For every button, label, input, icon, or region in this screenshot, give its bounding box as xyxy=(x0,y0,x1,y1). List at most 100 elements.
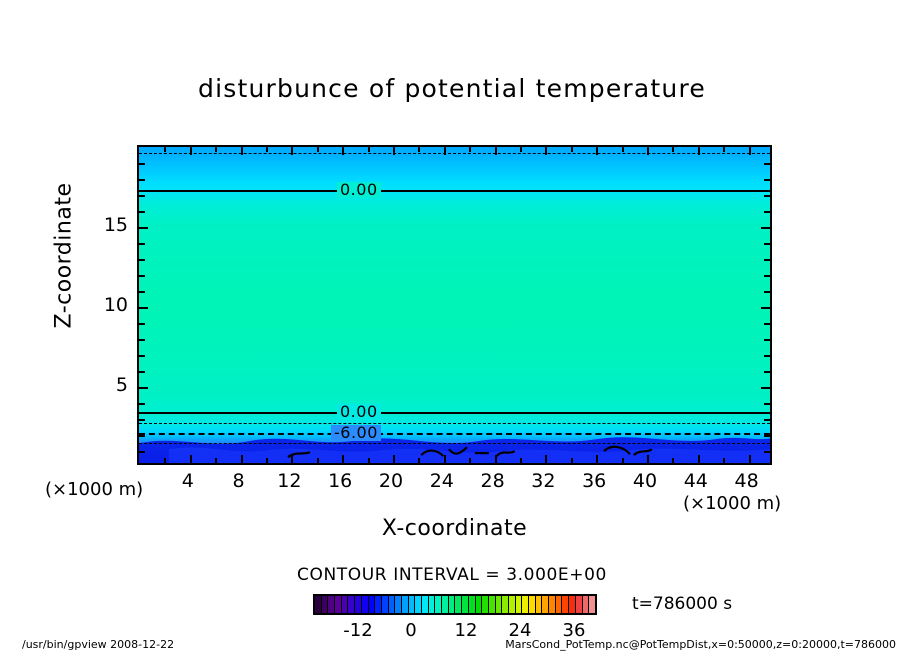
footer-command-info: /usr/bin/gpview 2008-12-22 xyxy=(22,638,175,651)
xtick-top-minor xyxy=(367,147,370,152)
xtick-top-major xyxy=(596,147,599,155)
colorbar-segment xyxy=(328,596,336,613)
xtick-top-minor xyxy=(316,147,319,152)
ytick-right-major xyxy=(761,387,770,389)
ytick-minor xyxy=(139,195,145,197)
xtick-label: 44 xyxy=(683,470,708,492)
xtick-minor xyxy=(469,458,472,463)
xtick-top-major xyxy=(494,147,497,155)
ytick-minor xyxy=(139,339,145,341)
xtick-label: 32 xyxy=(531,470,556,492)
colorbar-segment xyxy=(488,596,496,613)
colorbar-tick-label: 36 xyxy=(562,620,586,641)
xtick-label: 8 xyxy=(232,470,245,492)
xtick-label: 36 xyxy=(582,470,607,492)
ytick-minor xyxy=(139,403,145,405)
xtick-top-major xyxy=(189,147,192,155)
xtick-minor xyxy=(520,458,522,463)
contour-plot-area: 0.00 0.00 -6.00 xyxy=(137,145,772,465)
xtick-top-minor xyxy=(164,147,167,152)
ytick-major xyxy=(139,227,148,229)
contour-label-0-upper: 0.00 xyxy=(337,182,381,198)
xtick-major xyxy=(189,455,192,463)
ytick-right-minor xyxy=(764,371,770,373)
xtick-minor xyxy=(723,458,726,463)
colorbar-segment xyxy=(555,596,563,613)
contour-line-0-upper xyxy=(139,190,770,192)
xtick-major xyxy=(494,455,497,463)
xtick-label: 4 xyxy=(181,470,194,492)
ytick-right-minor xyxy=(764,419,770,421)
colorbar-segment xyxy=(575,596,583,613)
ytick-minor xyxy=(139,355,145,357)
temperature-field-image xyxy=(139,147,770,463)
xtick-label: 12 xyxy=(277,470,302,492)
ytick-right-minor xyxy=(764,291,770,293)
x-units-left: (×1000 m) xyxy=(45,479,144,500)
colorbar-segment xyxy=(495,596,503,613)
xtick-major xyxy=(393,455,395,463)
colorbar-segment xyxy=(348,596,356,613)
xtick-major xyxy=(443,455,446,463)
xtick-top-major xyxy=(545,147,548,155)
colorbar-segment xyxy=(535,596,543,613)
colorbar-segment xyxy=(542,596,550,613)
colorbar-segment xyxy=(515,596,523,613)
xtick-major xyxy=(596,455,599,463)
ytick-right-minor xyxy=(764,451,770,453)
ytick-right-minor xyxy=(764,163,770,165)
ytick-minor xyxy=(139,419,145,421)
colorbar-segment xyxy=(355,596,362,613)
ytick-minor xyxy=(139,451,145,453)
xtick-label: 48 xyxy=(734,470,759,492)
colorbar-segment xyxy=(529,596,536,613)
colorbar-segment xyxy=(562,596,570,613)
ytick-right-minor xyxy=(764,211,770,213)
xtick-top-major xyxy=(647,147,649,155)
xtick-major xyxy=(545,455,548,463)
xtick-minor xyxy=(418,458,421,463)
ytick-right-minor xyxy=(764,435,770,437)
ytick-minor xyxy=(139,435,145,437)
xtick-minor xyxy=(672,458,675,463)
colorbar-segment xyxy=(335,596,342,613)
ytick-minor xyxy=(139,275,145,277)
xtick-minor xyxy=(266,458,268,463)
xtick-minor xyxy=(570,458,573,463)
colorbar-segment xyxy=(422,596,429,613)
colorbar-segment xyxy=(482,596,489,613)
ytick-right-major xyxy=(761,227,770,229)
colorbar-segment xyxy=(475,596,483,613)
y-axis-title: Z-coordinate xyxy=(51,182,77,329)
colorbar-segment xyxy=(455,596,463,613)
ytick-minor xyxy=(139,371,145,373)
contour-line-neg3 xyxy=(139,423,770,424)
ytick-minor xyxy=(139,179,145,181)
colorbar-segment xyxy=(401,596,409,613)
colorbar-tick-label: 12 xyxy=(454,620,478,641)
xtick-top-major xyxy=(443,147,446,155)
xtick-top-minor xyxy=(723,147,726,152)
colorbar[interactable] xyxy=(313,594,597,615)
contour-interval-label: CONTOUR INTERVAL = 3.000E+00 xyxy=(297,565,607,585)
ytick-minor xyxy=(139,243,145,245)
ytick-right-minor xyxy=(764,323,770,325)
xtick-top-minor xyxy=(266,147,268,152)
xtick-minor xyxy=(621,458,624,463)
page-title: disturbunce of potential temperature xyxy=(198,74,706,103)
xtick-label: 16 xyxy=(328,470,353,492)
xtick-major xyxy=(240,455,243,463)
colorbar-segment xyxy=(395,596,402,613)
colorbar-segment xyxy=(468,596,476,613)
xtick-top-major xyxy=(291,147,294,155)
xtick-major xyxy=(748,455,751,463)
ytick-right-minor xyxy=(764,275,770,277)
colorbar-segment xyxy=(442,596,449,613)
colorbar-segment xyxy=(569,596,576,613)
colorbar-segment xyxy=(508,596,516,613)
contour-label-neg6: -6.00 xyxy=(331,425,381,441)
xtick-top-minor xyxy=(621,147,624,152)
ytick-minor xyxy=(139,211,145,213)
colorbar-segment xyxy=(502,596,509,613)
xtick-top-major xyxy=(748,147,751,155)
